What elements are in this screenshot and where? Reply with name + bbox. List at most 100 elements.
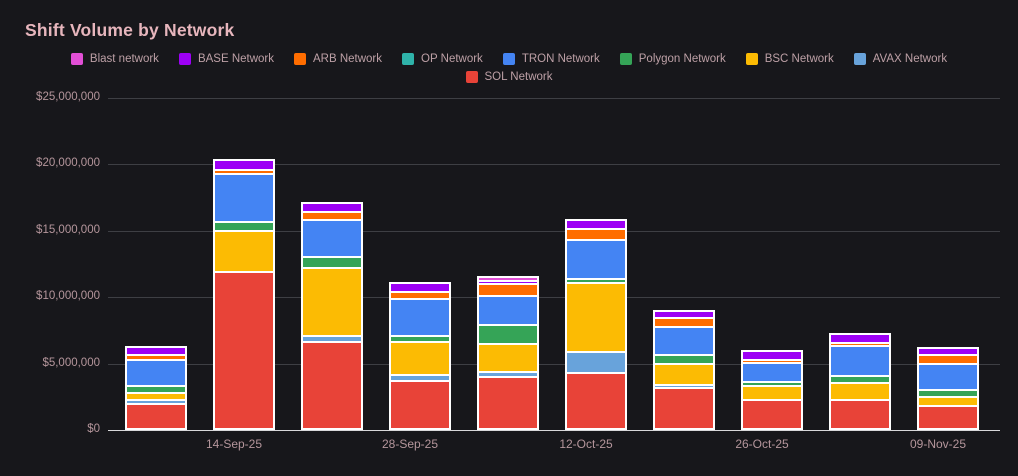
legend-swatch-icon xyxy=(502,53,515,65)
bar-segment-bsc-network[interactable] xyxy=(303,267,361,335)
stacked-bar[interactable] xyxy=(301,202,363,430)
bar-segment-sol-network[interactable] xyxy=(303,341,361,428)
stacked-bar[interactable] xyxy=(917,347,979,430)
bar-segment-tron-network[interactable] xyxy=(479,295,537,324)
stacked-bar[interactable] xyxy=(829,333,891,430)
bar-segment-tron-network[interactable] xyxy=(127,359,185,385)
bar-segment-avax-network[interactable] xyxy=(655,384,713,387)
bar-segment-polygon-network[interactable] xyxy=(655,354,713,363)
bar-segment-blast-network[interactable] xyxy=(479,278,537,280)
bar-segment-arb-network[interactable] xyxy=(919,354,977,363)
bar-segment-sol-network[interactable] xyxy=(215,271,273,428)
bar-segment-arb-network[interactable] xyxy=(831,342,889,345)
bar-segment-sol-network[interactable] xyxy=(479,376,537,428)
legend-item-polygon-network[interactable]: Polygon Network xyxy=(619,53,726,65)
bar-segment-arb-network[interactable] xyxy=(655,317,713,326)
bar-segment-sol-network[interactable] xyxy=(743,399,801,428)
bar-segment-arb-network[interactable] xyxy=(479,283,537,295)
stacked-bar[interactable] xyxy=(125,346,187,430)
bar-segment-polygon-network[interactable] xyxy=(919,389,977,396)
bar-segment-arb-network[interactable] xyxy=(303,211,361,219)
y-axis-tick-label: $5,000,000 xyxy=(42,356,100,369)
stacked-bar[interactable] xyxy=(213,159,275,430)
legend-swatch-icon xyxy=(294,53,306,65)
legend-label: OP Network xyxy=(421,53,483,65)
bar-segment-base-network[interactable] xyxy=(831,335,889,342)
x-axis-tick-label: 14-Sep-25 xyxy=(205,437,263,451)
bar-segment-tron-network[interactable] xyxy=(919,363,977,389)
bar-segment-bsc-network[interactable] xyxy=(655,363,713,384)
legend-item-arb-network[interactable]: ARB Network xyxy=(294,53,382,65)
y-axis-tick-label: $0 xyxy=(87,423,100,435)
legend-label: Polygon Network xyxy=(638,53,726,65)
bar-segment-polygon-network[interactable] xyxy=(303,256,361,267)
bar-segment-sol-network[interactable] xyxy=(831,399,889,428)
bar-segment-avax-network[interactable] xyxy=(303,335,361,341)
bar-segment-arb-network[interactable] xyxy=(215,169,273,173)
bar-segment-arb-network[interactable] xyxy=(127,354,185,359)
legend-item-op-network[interactable]: OP Network xyxy=(402,53,483,65)
bar-segment-arb-network[interactable] xyxy=(567,228,625,239)
stacked-bar[interactable] xyxy=(653,310,715,430)
legend-item-base-network[interactable]: BASE Network xyxy=(178,53,274,65)
bar-segment-bsc-network[interactable] xyxy=(919,396,977,405)
bar-segment-tron-network[interactable] xyxy=(831,345,889,375)
bar-segment-tron-network[interactable] xyxy=(743,362,801,381)
y-axis-tick-label: $20,000,000 xyxy=(36,157,100,170)
stacked-bar[interactable] xyxy=(741,350,803,430)
bar-segment-sol-network[interactable] xyxy=(919,405,977,428)
stacked-bar[interactable] xyxy=(565,219,627,430)
bar-segment-bsc-network[interactable] xyxy=(215,230,273,271)
bar-segment-polygon-network[interactable] xyxy=(127,385,185,392)
bar-segment-bsc-network[interactable] xyxy=(831,382,889,399)
bar-segment-sol-network[interactable] xyxy=(567,372,625,428)
bar-segment-base-network[interactable] xyxy=(479,280,537,283)
bar-segment-base-network[interactable] xyxy=(303,204,361,211)
bar-segment-base-network[interactable] xyxy=(655,312,713,317)
bar-segment-base-network[interactable] xyxy=(215,161,273,169)
bar-segment-bsc-network[interactable] xyxy=(567,282,625,351)
bar-segment-base-network[interactable] xyxy=(567,221,625,228)
bar-segment-avax-network[interactable] xyxy=(127,399,185,403)
bar-segment-polygon-network[interactable] xyxy=(567,278,625,282)
legend-item-sol-network[interactable]: SOL Network xyxy=(465,71,552,83)
bar-segment-avax-network[interactable] xyxy=(567,351,625,372)
bar-segment-arb-network[interactable] xyxy=(391,291,449,298)
bar-segment-sol-network[interactable] xyxy=(655,387,713,428)
bar-segment-polygon-network[interactable] xyxy=(391,335,449,341)
bar-segment-tron-network[interactable] xyxy=(391,298,449,335)
legend-swatch-icon xyxy=(465,71,478,83)
legend-item-tron-network[interactable]: TRON Network xyxy=(502,53,600,65)
legend-item-bsc-network[interactable]: BSC Network xyxy=(745,53,834,65)
bar-segment-base-network[interactable] xyxy=(743,352,801,359)
bar-segment-tron-network[interactable] xyxy=(215,173,273,221)
bar-segment-arb-network[interactable] xyxy=(743,359,801,362)
bar-segment-avax-network[interactable] xyxy=(391,374,449,380)
bar-segment-bsc-network[interactable] xyxy=(391,341,449,374)
bar-segment-tron-network[interactable] xyxy=(303,219,361,256)
bar-segment-bsc-network[interactable] xyxy=(743,385,801,399)
bar-segment-polygon-network[interactable] xyxy=(831,375,889,382)
legend-label: BASE Network xyxy=(197,53,274,65)
bar-segment-bsc-network[interactable] xyxy=(127,392,185,399)
stacked-bar[interactable] xyxy=(389,282,451,430)
bar-segment-tron-network[interactable] xyxy=(567,239,625,278)
legend-swatch-icon xyxy=(178,53,191,65)
bar-segment-tron-network[interactable] xyxy=(655,326,713,354)
bar-segment-bsc-network[interactable] xyxy=(479,343,537,371)
bar-segment-polygon-network[interactable] xyxy=(479,324,537,343)
stacked-bar[interactable] xyxy=(477,276,539,430)
bar-segment-base-network[interactable] xyxy=(391,284,449,291)
bar-segment-polygon-network[interactable] xyxy=(743,381,801,385)
legend-label: ARB Network xyxy=(313,53,383,65)
bar-segment-avax-network[interactable] xyxy=(479,371,537,376)
bar-segment-polygon-network[interactable] xyxy=(215,221,273,230)
legend-item-avax-network[interactable]: AVAX Network xyxy=(853,53,947,65)
bar-segment-base-network[interactable] xyxy=(919,349,977,354)
bar-segment-sol-network[interactable] xyxy=(127,403,185,428)
bar-segment-base-network[interactable] xyxy=(127,348,185,354)
bar-segment-sol-network[interactable] xyxy=(391,380,449,428)
legend-item-blast-network[interactable]: Blast network xyxy=(70,53,159,65)
legend-swatch-icon xyxy=(402,53,415,65)
